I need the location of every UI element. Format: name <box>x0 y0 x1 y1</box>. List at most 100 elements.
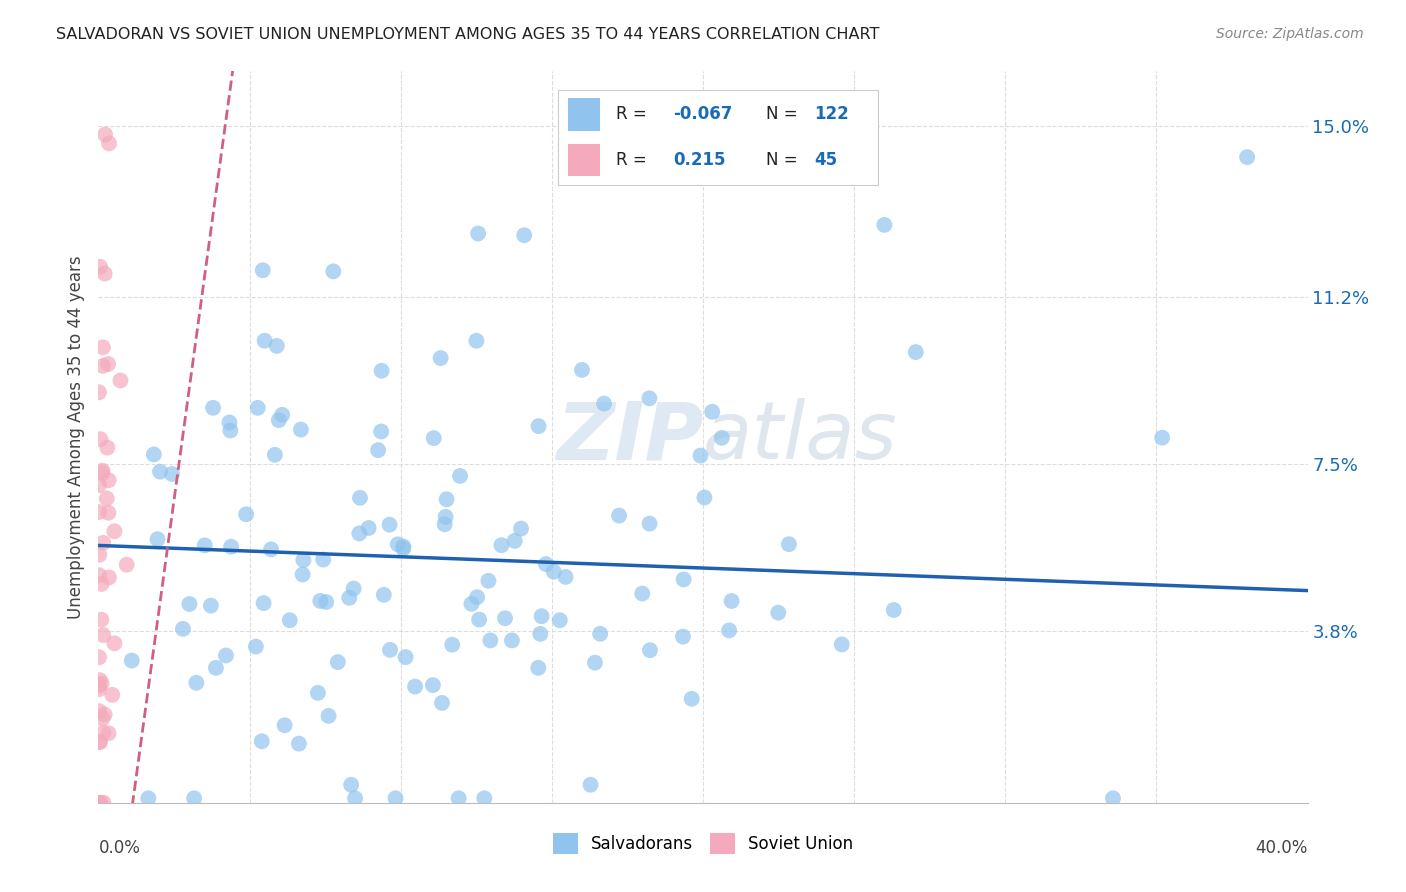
Soviet Union <box>87 650 110 665</box>
Soviet Union <box>101 688 124 702</box>
Salvadorans <box>460 597 482 611</box>
Soviet Union <box>115 558 138 572</box>
Salvadorans <box>344 791 367 805</box>
Salvadorans <box>422 678 444 692</box>
Soviet Union <box>87 385 110 400</box>
Salvadorans <box>292 553 315 567</box>
Salvadorans <box>136 791 159 805</box>
Salvadorans <box>883 603 905 617</box>
Soviet Union <box>91 536 114 550</box>
Soviet Union <box>97 506 120 520</box>
Salvadorans <box>449 469 471 483</box>
Salvadorans <box>468 613 491 627</box>
Salvadorans <box>250 734 273 748</box>
Salvadorans <box>149 465 172 479</box>
Salvadorans <box>235 508 257 522</box>
Salvadorans <box>290 423 312 437</box>
Salvadorans <box>378 517 401 532</box>
Salvadorans <box>768 606 790 620</box>
Soviet Union <box>87 678 110 692</box>
Text: SALVADORAN VS SOVIET UNION UNEMPLOYMENT AMONG AGES 35 TO 44 YEARS CORRELATION CH: SALVADORAN VS SOVIET UNION UNEMPLOYMENT … <box>56 27 880 42</box>
Text: 0.0%: 0.0% <box>98 839 141 857</box>
Salvadorans <box>472 791 495 805</box>
Salvadorans <box>288 737 311 751</box>
Salvadorans <box>529 627 551 641</box>
Salvadorans <box>430 696 453 710</box>
Salvadorans <box>434 509 457 524</box>
Soviet Union <box>90 613 112 627</box>
Salvadorans <box>337 591 360 605</box>
Salvadorans <box>477 574 499 588</box>
Y-axis label: Unemployment Among Ages 35 to 44 years: Unemployment Among Ages 35 to 44 years <box>66 255 84 619</box>
Soviet Union <box>90 796 112 810</box>
Salvadorans <box>142 447 165 461</box>
Salvadorans <box>373 588 395 602</box>
Salvadorans <box>252 263 274 277</box>
Soviet Union <box>97 473 120 487</box>
Salvadorans <box>631 586 654 600</box>
Salvadorans <box>693 491 716 505</box>
Salvadorans <box>378 643 401 657</box>
Soviet Union <box>91 340 114 354</box>
Soviet Union <box>87 505 110 519</box>
Salvadorans <box>183 791 205 805</box>
Salvadorans <box>579 778 602 792</box>
Soviet Union <box>91 466 114 480</box>
Soviet Union <box>93 267 115 281</box>
Salvadorans <box>1152 431 1174 445</box>
Soviet Union <box>89 673 111 687</box>
Salvadorans <box>513 228 536 243</box>
Salvadorans <box>501 633 523 648</box>
Salvadorans <box>589 627 612 641</box>
Salvadorans <box>291 567 314 582</box>
Salvadorans <box>491 538 513 552</box>
Salvadorans <box>326 655 349 669</box>
Salvadorans <box>873 218 896 232</box>
Soviet Union <box>89 260 111 274</box>
Salvadorans <box>718 624 741 638</box>
Soviet Union <box>91 725 114 739</box>
Soviet Union <box>87 796 110 810</box>
Salvadorans <box>266 339 288 353</box>
Salvadorans <box>219 424 242 438</box>
Salvadorans <box>479 633 502 648</box>
Soviet Union <box>93 707 115 722</box>
Soviet Union <box>90 577 112 591</box>
Salvadorans <box>349 526 371 541</box>
Salvadorans <box>392 541 415 556</box>
Salvadorans <box>441 638 464 652</box>
Salvadorans <box>422 431 444 445</box>
Salvadorans <box>527 419 550 434</box>
Soviet Union <box>103 636 125 650</box>
Salvadorans <box>503 533 526 548</box>
Salvadorans <box>702 405 724 419</box>
Salvadorans <box>638 392 661 406</box>
Salvadorans <box>638 516 661 531</box>
Salvadorans <box>672 630 695 644</box>
Salvadorans <box>527 661 550 675</box>
Salvadorans <box>146 533 169 547</box>
Salvadorans <box>307 686 329 700</box>
Soviet Union <box>90 676 112 690</box>
Salvadorans <box>778 537 800 551</box>
Salvadorans <box>370 364 392 378</box>
Salvadorans <box>465 590 488 604</box>
Salvadorans <box>200 599 222 613</box>
Salvadorans <box>309 594 332 608</box>
Soviet Union <box>96 491 118 506</box>
Soviet Union <box>110 374 132 388</box>
Soviet Union <box>87 568 110 582</box>
Salvadorans <box>387 537 409 551</box>
Salvadorans <box>322 264 344 278</box>
Salvadorans <box>510 522 533 536</box>
Salvadorans <box>260 542 283 557</box>
Salvadorans <box>831 637 853 651</box>
Salvadorans <box>494 611 516 625</box>
Salvadorans <box>429 351 451 365</box>
Salvadorans <box>179 597 201 611</box>
Salvadorans <box>121 654 143 668</box>
Soviet Union <box>96 441 118 455</box>
Salvadorans <box>370 425 392 439</box>
Salvadorans <box>392 540 415 554</box>
Salvadorans <box>554 570 576 584</box>
